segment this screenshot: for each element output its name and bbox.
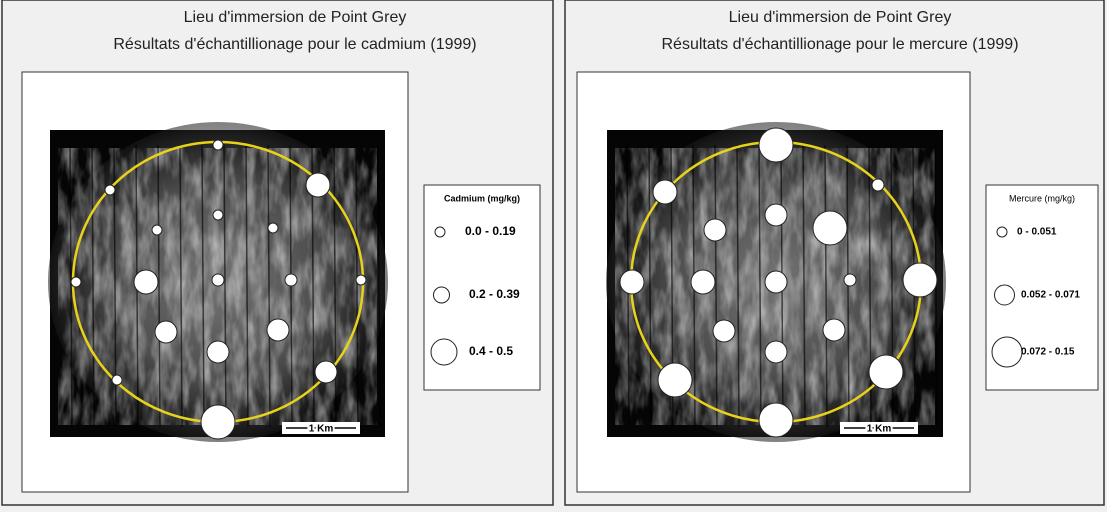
sample-station <box>691 270 715 294</box>
scale-label: 1 Km <box>309 424 334 435</box>
sample-station <box>207 341 229 363</box>
sample-station <box>713 320 735 342</box>
sample-station <box>356 275 366 285</box>
sample-station <box>112 375 122 385</box>
sample-station <box>212 274 224 286</box>
legend-symbol <box>435 227 445 237</box>
legend-symbol <box>992 337 1022 367</box>
sample-station <box>653 180 677 204</box>
page: Lieu d'immersion de Point Grey Résultats … <box>0 0 1107 507</box>
sample-station <box>759 403 793 437</box>
map-panel: Lieu d'immersion de Point Grey Résultats … <box>2 0 553 505</box>
sample-station <box>213 210 223 220</box>
sample-station <box>872 179 884 191</box>
sample-station <box>765 341 787 363</box>
legend-title: Cadmium (mg/kg) <box>444 193 520 203</box>
sample-station <box>213 140 223 150</box>
sample-station <box>71 277 81 287</box>
map-figure: Lieu d'immersion de Point Grey Résultats … <box>0 0 1107 507</box>
sample-station <box>658 363 692 397</box>
panel-title: Lieu d'immersion de Point Grey <box>184 9 407 26</box>
sample-station <box>267 319 289 341</box>
map-panel: Lieu d'immersion de Point Grey Résultats … <box>565 0 1104 505</box>
legend-symbol <box>431 339 457 365</box>
panel-title: Résultats d'échantillionage pour le merc… <box>661 36 1018 53</box>
sample-station <box>903 263 937 297</box>
legend-symbol <box>434 287 450 303</box>
legend-symbol <box>995 285 1015 305</box>
sample-station <box>315 361 337 383</box>
legend-label: 0.4 - 0.5 <box>469 344 513 358</box>
sample-station <box>620 270 644 294</box>
legend-label: 0.072 - 0.15 <box>1021 347 1075 358</box>
sample-station <box>704 219 726 241</box>
panel-title: Lieu d'immersion de Point Grey <box>729 9 952 26</box>
scale-label: 1 Km <box>867 424 892 435</box>
legend-symbol <box>997 227 1007 237</box>
sample-station <box>813 211 847 245</box>
legend-title: Mercure (mg/kg) <box>1009 193 1075 203</box>
sample-station <box>201 405 235 439</box>
sample-station <box>105 185 115 195</box>
sample-station <box>844 274 856 286</box>
sample-station <box>759 128 793 162</box>
sample-station <box>134 270 158 294</box>
legend-label: 0.052 - 0.071 <box>1021 290 1080 301</box>
sample-station <box>765 204 787 226</box>
legend-label: 0.0 - 0.19 <box>465 224 516 238</box>
sample-station <box>268 223 278 233</box>
sample-station <box>823 319 845 341</box>
sample-station <box>869 355 903 389</box>
sample-station <box>306 173 330 197</box>
sample-station <box>155 321 177 343</box>
sample-station <box>765 271 787 293</box>
sample-station <box>152 225 162 235</box>
sample-station <box>285 274 297 286</box>
panel-title: Résultats d'échantillionage pour le cadm… <box>113 36 476 53</box>
legend-label: 0 - 0.051 <box>1017 227 1057 238</box>
legend-label: 0.2 - 0.39 <box>469 287 520 301</box>
